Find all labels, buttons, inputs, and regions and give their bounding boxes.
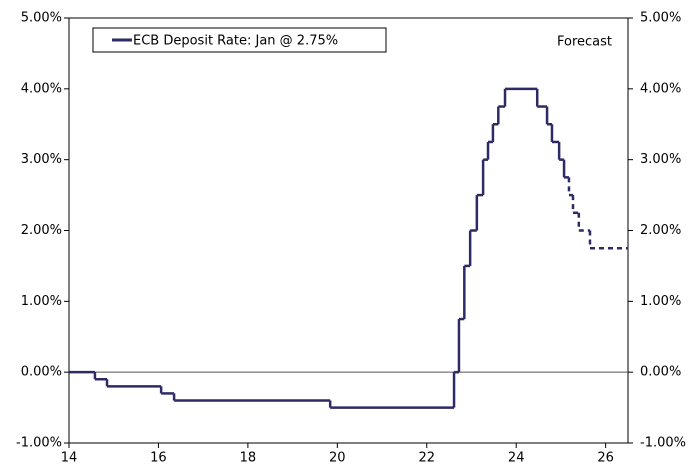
y-tick-label: 0.00%: [21, 365, 62, 380]
y2-tick-label: -1.00%: [640, 436, 686, 451]
legend: ECB Deposit Rate: Jan @ 2.75%: [92, 27, 387, 53]
y2-tick-label: 2.00%: [640, 223, 681, 238]
y2-tick-label: 1.00%: [640, 294, 681, 309]
y-tick-label: 2.00%: [21, 223, 62, 238]
x-tick-label: 14: [61, 451, 78, 466]
y-tick-label: 4.00%: [21, 81, 62, 96]
x-tick-label: 26: [597, 451, 614, 466]
y-tick-label: 1.00%: [21, 294, 62, 309]
y-tick-label: 5.00%: [21, 11, 62, 26]
y2-tick-label: 0.00%: [640, 365, 681, 380]
y2-tick-label: 5.00%: [640, 11, 681, 26]
y-tick-label: 3.00%: [21, 152, 62, 167]
legend-label: ECB Deposit Rate: Jan @ 2.75%: [133, 34, 338, 49]
x-tick-label: 24: [508, 451, 525, 466]
annotation: Forecast: [557, 35, 612, 50]
x-tick-label: 16: [150, 451, 167, 466]
x-tick-label: 22: [418, 451, 435, 466]
y2-tick-label: 3.00%: [640, 152, 681, 167]
legend-box: [92, 27, 387, 53]
y2-tick-label: 4.00%: [640, 81, 681, 96]
x-tick-label: 18: [240, 451, 257, 466]
x-tick-label: 20: [329, 451, 346, 466]
y-tick-label: -1.00%: [16, 436, 62, 451]
plot-frame: [68, 17, 629, 444]
